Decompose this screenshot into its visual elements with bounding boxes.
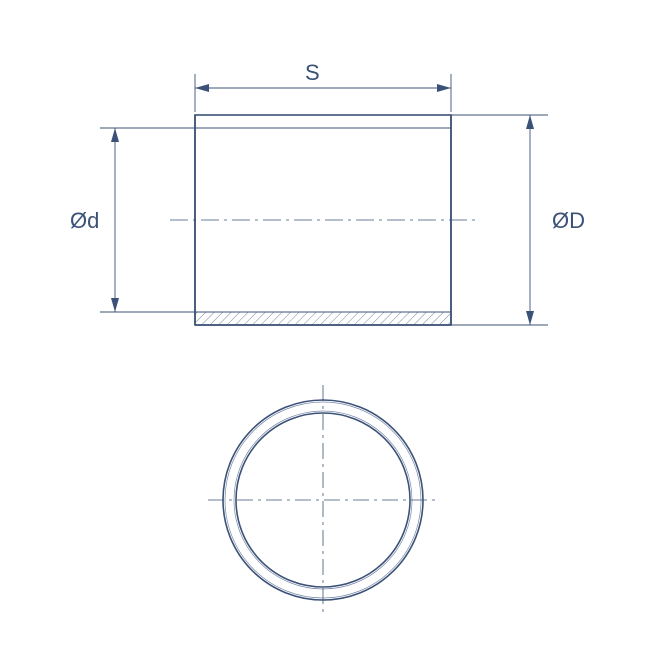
bushing-technical-drawing (0, 0, 671, 670)
side-view (170, 115, 476, 325)
dimension-label-D: ØD (552, 208, 585, 234)
top-view (208, 385, 438, 615)
dimension-label-s: S (305, 60, 320, 86)
dimension-s (195, 74, 451, 112)
dimension-label-d: Ød (70, 208, 99, 234)
